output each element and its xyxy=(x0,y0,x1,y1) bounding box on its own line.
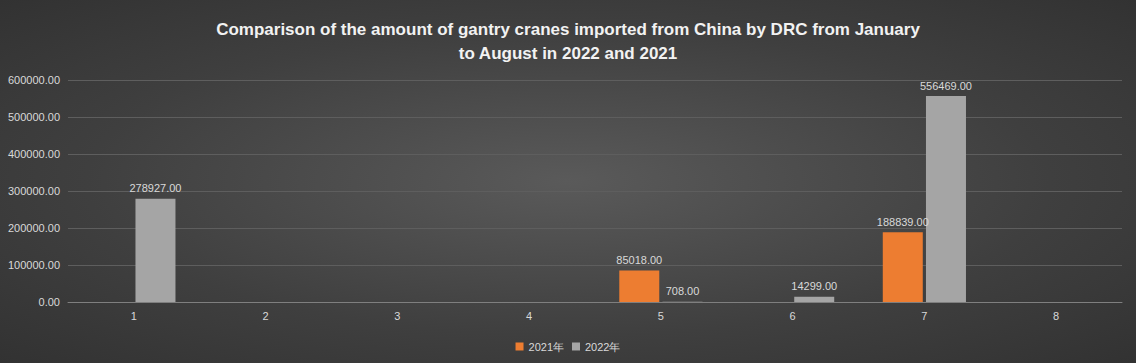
svg-text:500000.00: 500000.00 xyxy=(8,111,60,123)
svg-text:600000.00: 600000.00 xyxy=(8,74,60,86)
svg-text:to August in 2022 and 2021: to August in 2022 and 2021 xyxy=(459,44,678,63)
svg-text:2: 2 xyxy=(263,310,269,322)
svg-text:6: 6 xyxy=(790,310,796,322)
svg-text:3: 3 xyxy=(394,310,400,322)
svg-text:Comparison of the amount of ga: Comparison of the amount of gantry crane… xyxy=(216,20,920,39)
svg-text:0.00: 0.00 xyxy=(39,296,60,308)
svg-text:1: 1 xyxy=(131,310,137,322)
svg-text:2021年: 2021年 xyxy=(529,341,564,353)
svg-text:400000.00: 400000.00 xyxy=(8,148,60,160)
svg-text:85018.00: 85018.00 xyxy=(616,254,662,266)
svg-text:7: 7 xyxy=(921,310,927,322)
svg-text:5: 5 xyxy=(658,310,664,322)
svg-text:278927.00: 278927.00 xyxy=(129,182,181,194)
svg-text:4: 4 xyxy=(526,310,532,322)
svg-text:2022年: 2022年 xyxy=(585,341,620,353)
svg-text:708.00: 708.00 xyxy=(666,285,700,297)
svg-text:188839.00: 188839.00 xyxy=(877,216,929,228)
svg-text:100000.00: 100000.00 xyxy=(8,259,60,271)
svg-text:8: 8 xyxy=(1053,310,1059,322)
svg-text:556469.00: 556469.00 xyxy=(920,80,972,92)
svg-text:300000.00: 300000.00 xyxy=(8,185,60,197)
svg-text:200000.00: 200000.00 xyxy=(8,222,60,234)
svg-text:14299.00: 14299.00 xyxy=(791,280,837,292)
